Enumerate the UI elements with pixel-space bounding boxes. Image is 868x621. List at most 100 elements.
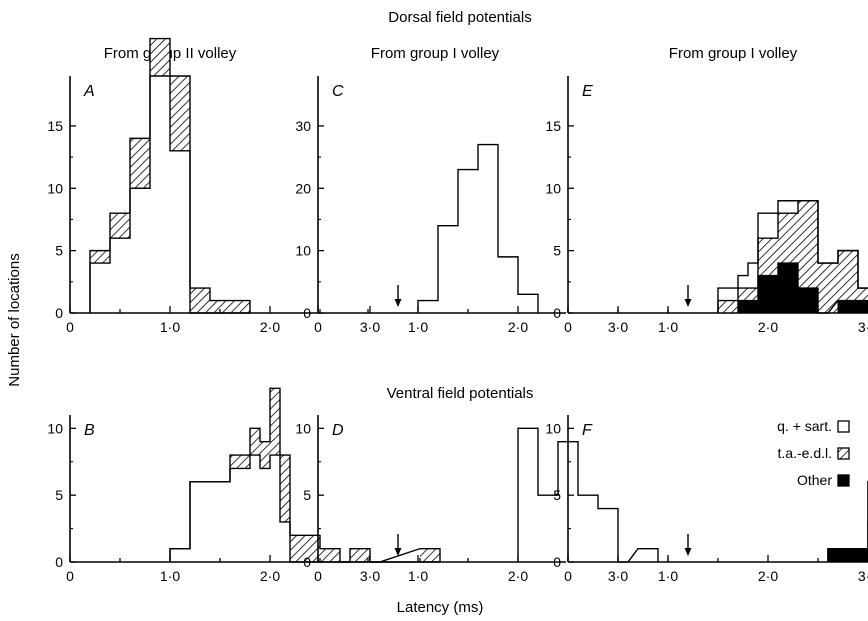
outline-e-q-sart — [717, 200, 868, 313]
x-tick-label-b-3: 3·0 — [360, 568, 380, 584]
bar-e-t-a-e-d-l-1 — [728, 300, 738, 313]
bar-a-t-a-e-d-l-8 — [170, 76, 180, 151]
bar-e-other-7 — [787, 262, 799, 314]
x-tick-label-d-1: 1·0 — [408, 568, 428, 584]
bar-a-q-sart-4 — [130, 188, 140, 313]
bar-b-t-a-e-d-l-16 — [330, 548, 340, 562]
outline-c-q-sart — [417, 143, 539, 313]
bar-b-q-sart-10 — [270, 455, 280, 562]
bar-e-other-4 — [757, 275, 769, 314]
bar-e-other-3 — [747, 300, 759, 314]
x-tick-label-a-0: 0 — [66, 319, 74, 335]
outline-f-q-sart — [827, 481, 868, 562]
bar-a-t-a-e-d-l-11 — [200, 288, 210, 313]
bar-b-t-a-e-d-l-6 — [230, 455, 240, 469]
y-tick-label-d-0: 0 — [303, 554, 311, 570]
outline-b-t-a-e-d-l — [169, 387, 441, 563]
bar-b-t-a-e-d-l-25 — [420, 548, 430, 562]
x-tick-label-a-2: 2·0 — [260, 319, 280, 335]
bar-e-other-8 — [797, 287, 809, 314]
bar-f-other-2 — [847, 548, 859, 563]
legend-label-other: Other — [797, 472, 832, 488]
x-tick-label-e-0: 0 — [564, 319, 572, 335]
y-tick-label-f-1: 5 — [553, 487, 561, 503]
bar-c-q-sart-5 — [468, 169, 478, 313]
x-tick-label-e-1: 1·0 — [658, 319, 678, 335]
bar-a-t-a-e-d-l-5 — [140, 138, 150, 189]
x-axis-label: Latency (ms) — [397, 599, 484, 616]
panel-label-f: F — [582, 422, 593, 439]
bar-e-other-9 — [807, 287, 819, 314]
bar-e-t-a-e-d-l-10 — [818, 263, 828, 313]
x-tick-label-d-2: 2·0 — [508, 568, 528, 584]
y-tick-label-b-2: 10 — [47, 420, 63, 436]
panel-label-d: D — [332, 422, 344, 439]
x-tick-label-e-2: 2·0 — [758, 319, 778, 335]
bar-e-t-a-e-d-l-13 — [848, 250, 858, 301]
arrow-c — [394, 285, 402, 307]
y-tick-label-c-0: 0 — [303, 305, 311, 321]
bar-e-other-14 — [857, 300, 868, 314]
bar-e-other-2 — [737, 300, 749, 314]
panel-label-c: C — [332, 83, 344, 100]
bar-d-q-sart-7 — [588, 495, 598, 562]
x-tick-label-d-0: 0 — [314, 568, 322, 584]
arrow-d — [394, 534, 402, 556]
bar-e-t-a-e-d-l-2 — [738, 288, 748, 301]
y-tick-label-c-2: 20 — [295, 180, 311, 196]
bar-e-q-sart-4 — [758, 213, 768, 239]
bar-a-q-sart-7 — [160, 76, 170, 313]
bar-b-t-a-e-d-l-11 — [280, 455, 290, 522]
bar-a-q-sart-3 — [120, 238, 130, 313]
bar-e-t-a-e-d-l-14 — [858, 288, 868, 301]
bar-b-t-a-e-d-l-15 — [320, 548, 330, 562]
bar-d-q-sart-9 — [608, 508, 618, 562]
bar-e-t-a-e-d-l-5 — [768, 238, 778, 276]
bar-c-q-sart-8 — [498, 256, 508, 313]
bar-e-t-a-e-d-l-8 — [798, 200, 808, 289]
x-tick-label-b-0: 0 — [66, 568, 74, 584]
bar-b-t-a-e-d-l-14 — [310, 535, 320, 562]
bar-e-other-5 — [767, 275, 779, 314]
x-tick-label-d-3: 3·0 — [608, 568, 628, 584]
legend-swatch-ta-edl — [837, 447, 850, 460]
bar-f-other-1 — [837, 548, 849, 563]
panel-label-b: B — [84, 422, 95, 439]
bar-a-t-a-e-d-l-1 — [100, 250, 110, 264]
bar-e-q-sart-1 — [728, 288, 738, 301]
column-title-2: From group I volley — [371, 45, 500, 62]
y-tick-label-e-0: 0 — [553, 305, 561, 321]
bar-a-t-a-e-d-l-4 — [130, 138, 140, 189]
bar-b-q-sart-11 — [280, 521, 290, 562]
bar-b-t-a-e-d-l-10 — [270, 388, 280, 456]
bar-d-q-sart-4 — [558, 441, 568, 562]
column-title-3: From group I volley — [669, 45, 798, 62]
bar-a-q-sart-1 — [100, 263, 110, 313]
bar-b-q-sart-7 — [240, 468, 250, 562]
bar-a-q-sart-2 — [110, 238, 120, 313]
bar-e-other-13 — [847, 300, 859, 314]
bar-b-q-sart-6 — [230, 468, 240, 562]
x-tick-label-c-2: 2·0 — [508, 319, 528, 335]
bar-b-t-a-e-d-l-18 — [350, 548, 360, 562]
bar-d-q-sart-1 — [528, 428, 538, 562]
bar-a-t-a-e-d-l-2 — [110, 213, 120, 239]
bar-e-t-a-e-d-l-12 — [838, 250, 848, 301]
bar-c-q-sart-1 — [428, 300, 438, 313]
arrow-e — [684, 285, 692, 307]
bar-b-t-a-e-d-l-9 — [260, 441, 270, 469]
legend-swatch-other — [837, 474, 850, 487]
bar-a-q-sart-9 — [180, 150, 190, 313]
bar-c-q-sart-7 — [488, 144, 498, 313]
panel-f: 01·02·03·04·00510F — [545, 415, 868, 584]
bar-c-q-sart-0 — [418, 300, 428, 313]
y-tick-label-e-2: 10 — [545, 180, 561, 196]
bar-d-q-sart-3 — [548, 495, 558, 562]
bar-b-q-sart-0 — [170, 548, 180, 562]
bar-e-q-sart-0 — [718, 288, 728, 301]
histogram-panels: 0 1·0 2·0 3·0 0 5 10 15 A 0 1·0 2·0 3·0 0 5 10 B 0 1·0 2·0 3… — [47, 37, 868, 584]
bar-e-other-6 — [777, 262, 789, 314]
y-tick-label-b-0: 0 — [55, 554, 63, 570]
bar-d-q-sart-5 — [568, 441, 578, 562]
x-tick-label-f-1: 1·0 — [658, 568, 678, 584]
